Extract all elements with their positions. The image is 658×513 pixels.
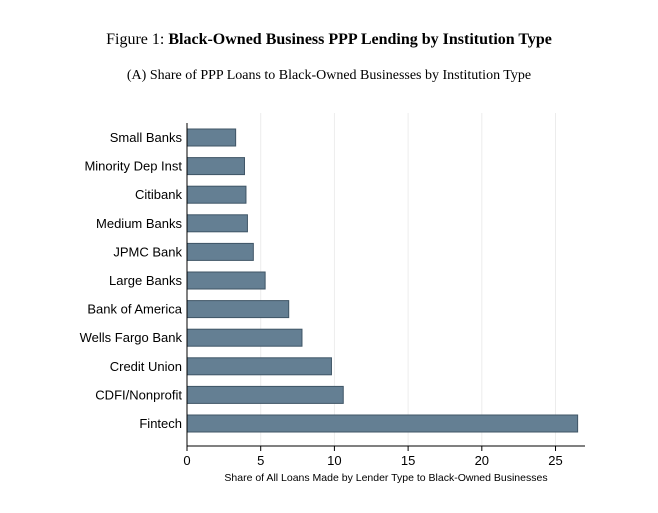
bar (186, 414, 579, 433)
category-label: Citibank (135, 187, 182, 202)
x-tick-label: 10 (327, 453, 341, 468)
bar (186, 328, 303, 347)
x-axis-label: Share of All Loans Made by Lender Type t… (224, 472, 547, 484)
x-tick-label: 5 (257, 453, 264, 468)
figure-title: Figure 1: Black-Owned Business PPP Lendi… (0, 31, 658, 49)
x-tick-label: 0 (183, 453, 190, 468)
bar (186, 185, 247, 204)
bar (186, 128, 237, 147)
category-label: CDFI/Nonprofit (95, 387, 182, 402)
category-label: Credit Union (110, 359, 182, 374)
category-label: Medium Banks (96, 216, 182, 231)
bar (186, 157, 245, 176)
category-labels: Small Banks Minority Dep Inst Citibank Medi… (80, 130, 183, 431)
bar (186, 385, 344, 404)
x-tick-label: 15 (401, 453, 415, 468)
bars (186, 128, 579, 433)
x-axis: 0 5 10 15 20 25 (183, 123, 585, 468)
category-label: Small Banks (110, 130, 183, 145)
x-tick-label: 20 (475, 453, 489, 468)
category-label: JPMC Bank (113, 244, 182, 259)
category-label: Bank of America (87, 302, 182, 317)
category-label: Wells Fargo Bank (80, 330, 183, 345)
category-label: Minority Dep Inst (84, 159, 182, 174)
figure-title-text: Black-Owned Business PPP Lending by Inst… (168, 31, 552, 48)
figure-prefix: Figure 1: (106, 31, 165, 48)
category-label: Fintech (139, 416, 182, 431)
bar (186, 357, 332, 376)
bar (186, 214, 248, 233)
x-tick-label: 25 (548, 453, 562, 468)
bar (186, 271, 266, 290)
bar (186, 300, 290, 319)
chart-subtitle: (A) Share of PPP Loans to Black-Owned Bu… (126, 68, 532, 83)
category-label: Large Banks (109, 273, 182, 288)
bar (186, 242, 254, 261)
